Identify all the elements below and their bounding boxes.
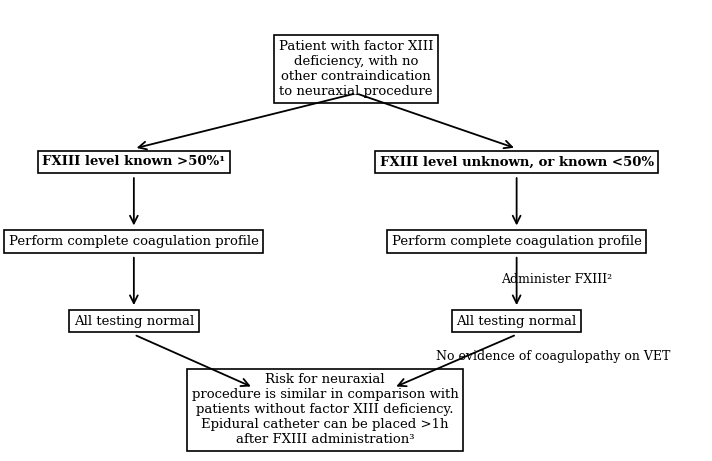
Text: All testing normal: All testing normal <box>74 315 194 328</box>
Text: Perform complete coagulation profile: Perform complete coagulation profile <box>392 235 642 248</box>
Text: Patient with factor XIII
deficiency, with no
other contraindication
to neuraxial: Patient with factor XIII deficiency, wit… <box>279 40 433 98</box>
Text: Risk for neuraxial
procedure is similar in comparison with
patients without fact: Risk for neuraxial procedure is similar … <box>192 373 459 446</box>
Text: No evidence of coagulopathy on VET: No evidence of coagulopathy on VET <box>436 350 671 363</box>
Text: Perform complete coagulation profile: Perform complete coagulation profile <box>9 235 258 248</box>
Text: All testing normal: All testing normal <box>456 315 577 328</box>
Text: FXIII level unknown, or known <50%: FXIII level unknown, or known <50% <box>379 155 654 168</box>
Text: FXIII level known >50%¹: FXIII level known >50%¹ <box>42 155 226 168</box>
Text: Administer FXIII²: Administer FXIII² <box>501 273 612 286</box>
